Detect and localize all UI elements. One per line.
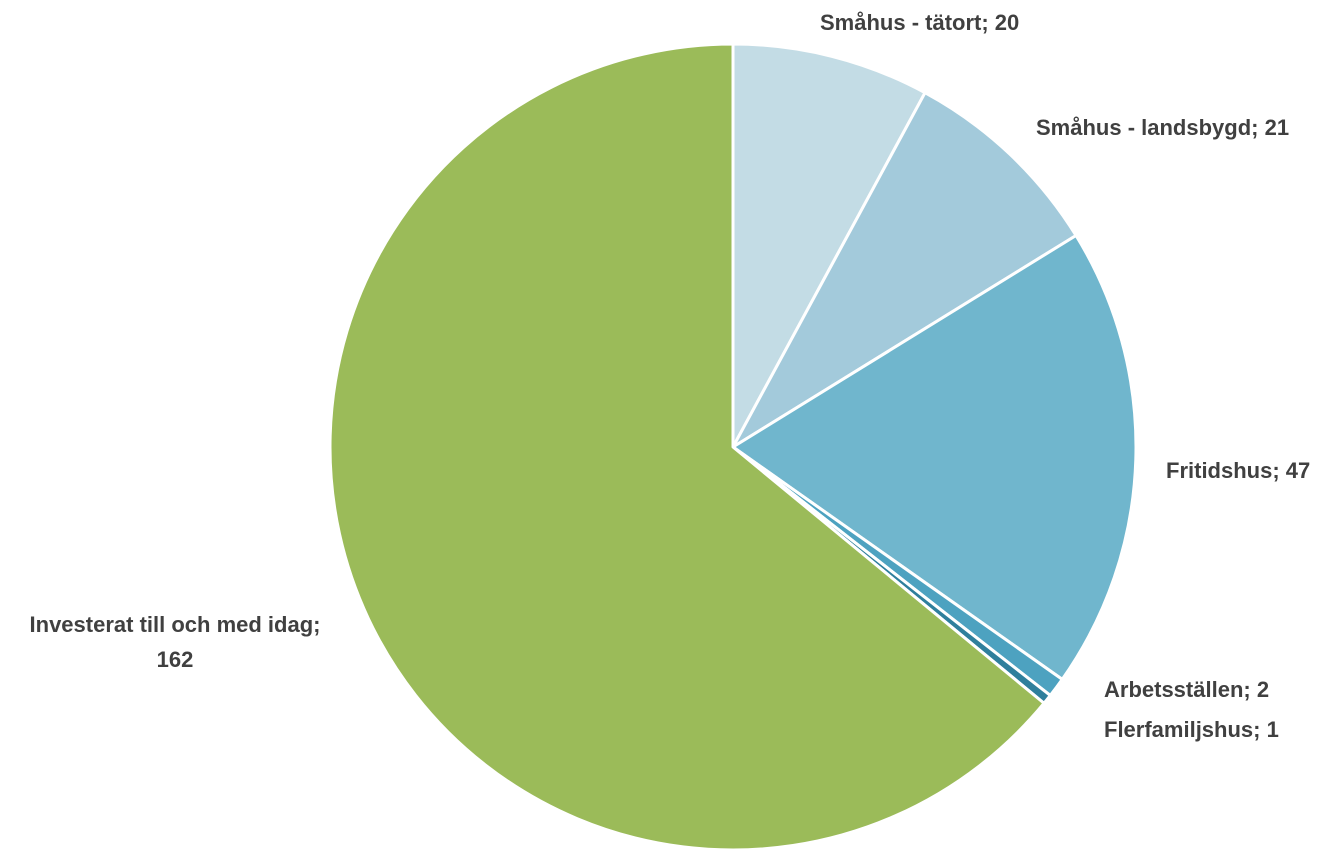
slice-smahus-tatort: [731, 42, 927, 449]
pie-slices: [328, 42, 1138, 851]
slice-smahus-landsbygd: [731, 91, 1078, 449]
slice-investerat-till-och-med-idag: [328, 42, 1046, 851]
label-investerat-value: 162: [157, 647, 194, 672]
label-arbetsstallen: Arbetsställen; 2: [1104, 677, 1269, 702]
label-smahus-tatort: Småhus - tätort; 20: [820, 10, 1019, 35]
label-fritidshus: Fritidshus; 47: [1166, 458, 1310, 483]
label-smahus-landsbygd: Småhus - landsbygd; 21: [1036, 115, 1289, 140]
slice-fritidshus: [731, 233, 1138, 681]
label-flerfamiljshus: Flerfamiljshus; 1: [1104, 717, 1279, 742]
label-investerat: Investerat till och med idag;: [30, 612, 321, 637]
